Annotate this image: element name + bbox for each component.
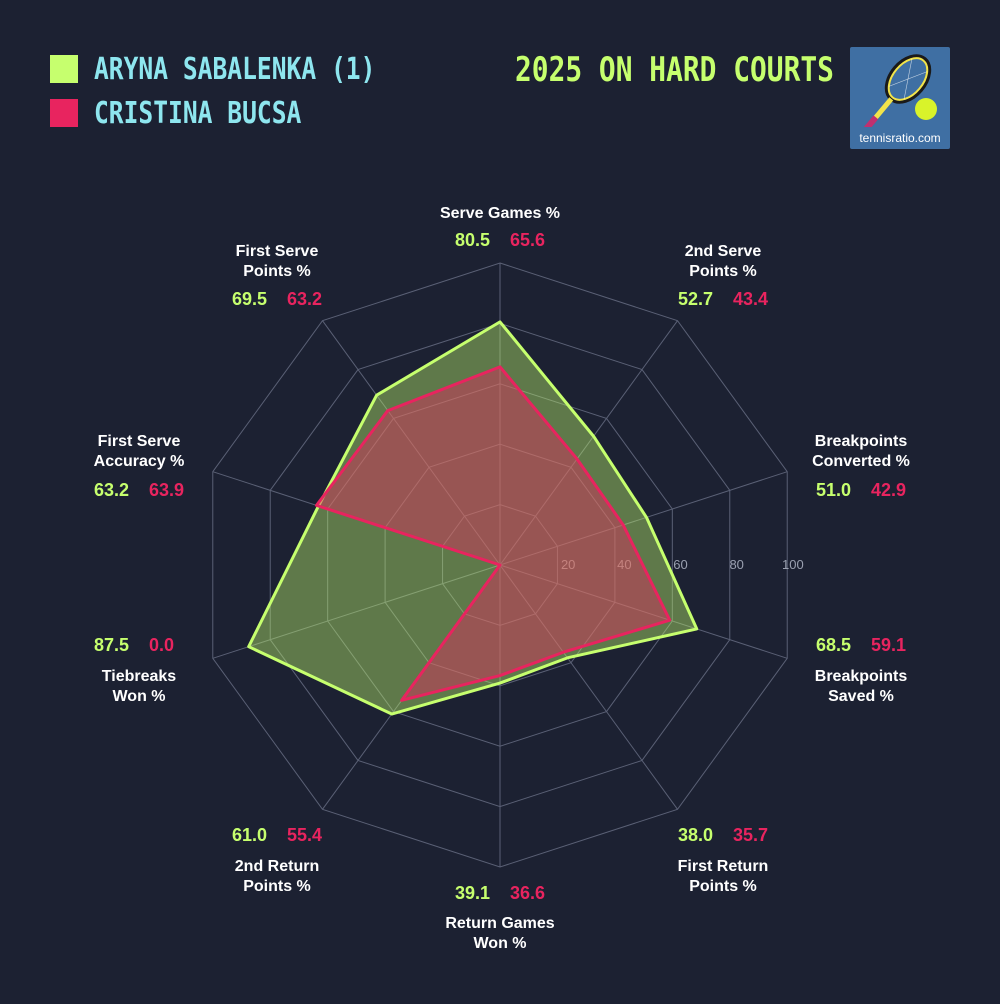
legend-item-player1: ARYNA SABALENKA (1)	[50, 48, 437, 90]
grid-spoke	[212, 564, 501, 659]
legend-item-player2: CRISTINA BUCSA	[50, 92, 437, 134]
grid-spoke	[499, 564, 788, 659]
grid-spoke	[499, 471, 788, 566]
series-area-2	[314, 365, 672, 702]
value-label-player2: 36.6	[510, 883, 545, 903]
legend-label-player2: CRISTINA BUCSA	[94, 95, 302, 131]
value-label-player2: 65.6	[510, 230, 545, 250]
grid-spoke	[322, 320, 501, 566]
axis-label: Points %	[243, 878, 311, 895]
axis-label: Points %	[689, 878, 757, 895]
value-label-player1: 68.5	[816, 635, 851, 655]
value-label-player2: 63.9	[149, 480, 184, 500]
value-label-player2: 0.0	[149, 635, 174, 655]
axis-label: Won %	[473, 935, 526, 952]
radial-tick-label: 60	[673, 557, 687, 572]
tennisratio-logo: tennisratio.com	[850, 47, 950, 149]
series-area-1	[247, 320, 699, 716]
axis-label: Saved %	[828, 688, 894, 705]
radial-tick-label: 100	[782, 557, 804, 572]
value-label-player2: 35.7	[733, 825, 768, 845]
legend-label-player1: ARYNA SABALENKA (1)	[94, 51, 376, 87]
legend: ARYNA SABALENKA (1) CRISTINA BUCSA	[50, 48, 437, 136]
axis-label: First Return	[678, 858, 769, 875]
axis-label: Points %	[243, 263, 311, 280]
axis-label: Breakpoints	[815, 668, 908, 685]
value-label-player1: 39.1	[455, 883, 490, 903]
grid-spoke	[499, 564, 678, 810]
axis-label: Converted %	[812, 453, 910, 470]
axis-label: First Serve	[98, 433, 181, 450]
axis-label: Points %	[689, 263, 757, 280]
radial-tick-label: 40	[617, 557, 631, 572]
value-label-player2: 43.4	[733, 289, 768, 309]
value-label-player1: 63.2	[94, 480, 129, 500]
value-label-player2: 59.1	[871, 635, 906, 655]
value-label-player2: 42.9	[871, 480, 906, 500]
axis-label: First Serve	[236, 243, 319, 260]
value-label-player1: 80.5	[455, 230, 490, 250]
axis-label: Return Games	[445, 915, 554, 932]
axis-label: Won %	[112, 688, 165, 705]
value-label-player1: 61.0	[232, 825, 267, 845]
value-label-player1: 51.0	[816, 480, 851, 500]
grid-spoke	[499, 320, 678, 566]
axis-label: Serve Games %	[440, 205, 560, 222]
value-label-player2: 55.4	[287, 825, 322, 845]
value-label-player1: 69.5	[232, 289, 267, 309]
axis-label: Tiebreaks	[102, 668, 177, 685]
axis-label: 2nd Serve	[685, 243, 762, 260]
value-label-player2: 63.2	[287, 289, 322, 309]
value-label-player1: 87.5	[94, 635, 129, 655]
value-label-player1: 38.0	[678, 825, 713, 845]
value-label-player1: 52.7	[678, 289, 713, 309]
axis-label: Accuracy %	[94, 453, 185, 470]
axis-label: 2nd Return	[235, 858, 319, 875]
legend-swatch-player2	[50, 99, 78, 127]
legend-swatch-player1	[50, 55, 78, 83]
axis-label: Breakpoints	[815, 433, 908, 450]
radial-tick-label: 80	[729, 557, 743, 572]
chart-title: 2025 ON HARD COURTS	[515, 50, 834, 90]
logo-text: tennisratio.com	[859, 131, 941, 145]
radial-tick-label: 20	[561, 557, 575, 572]
